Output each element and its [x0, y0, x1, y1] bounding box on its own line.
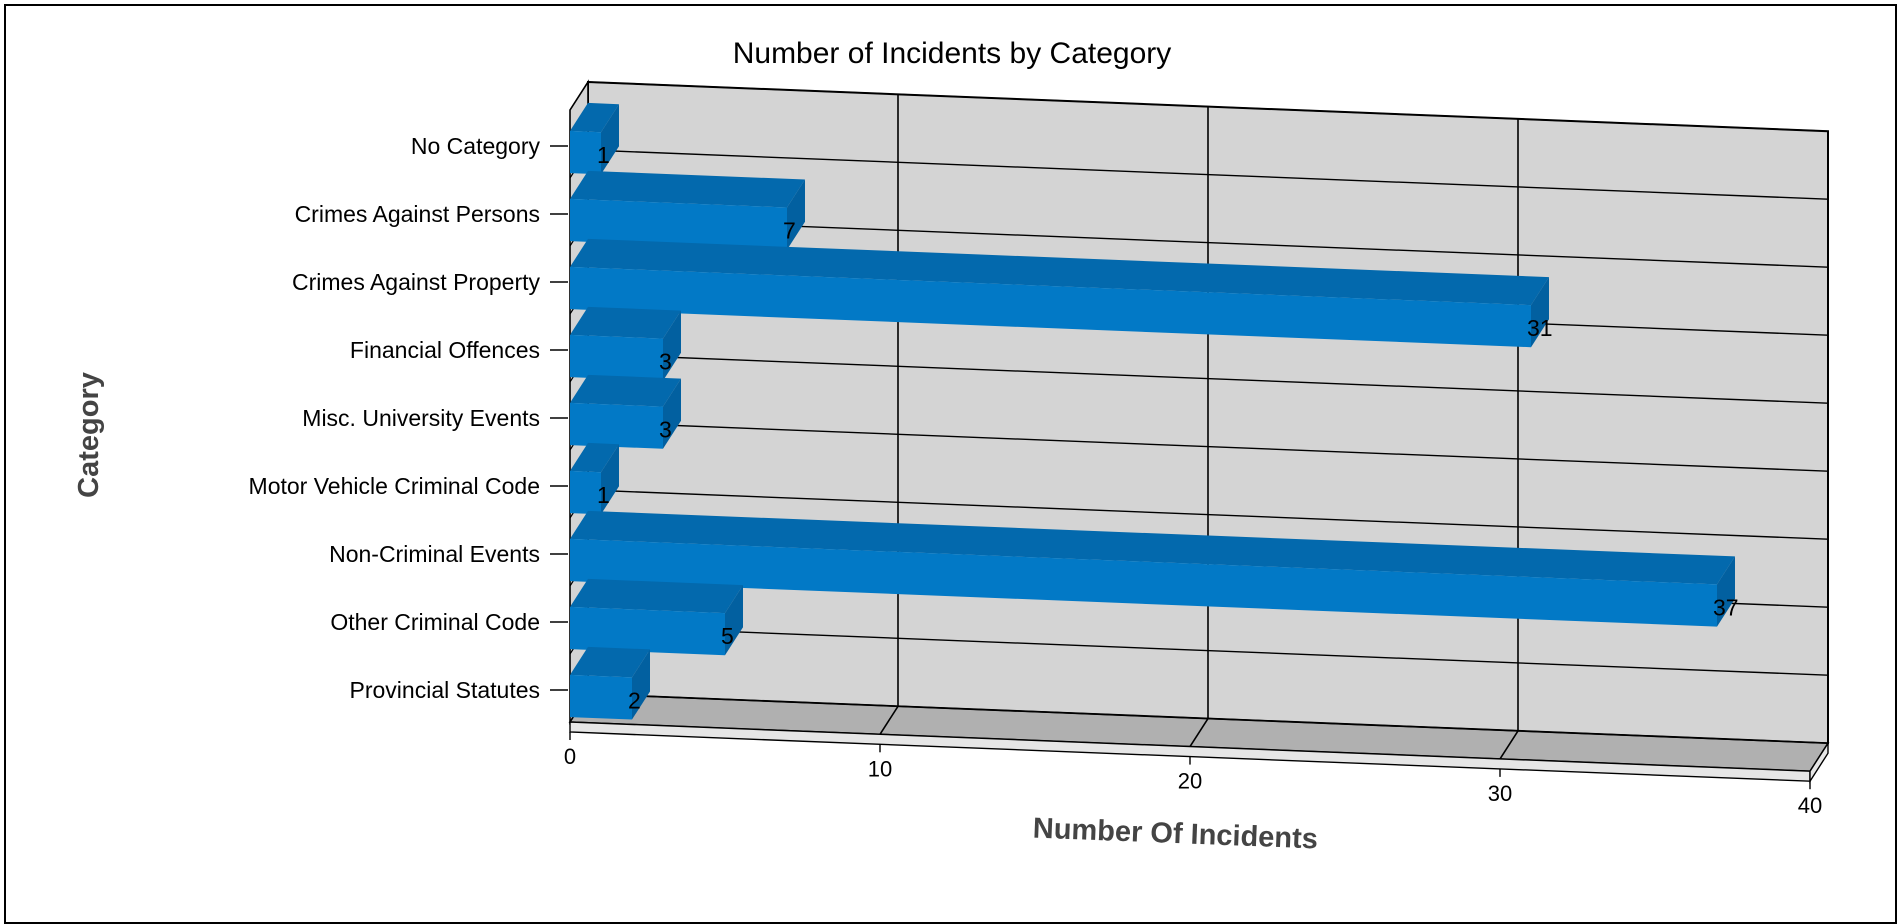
chart-labels: 0 10 20 30 40 1 No Category 7 Crimes Against Per… [249, 133, 1823, 818]
bar-side-face [601, 104, 619, 175]
bar-top-face [570, 374, 681, 407]
bar-value-label: 1 [597, 142, 610, 168]
category-label: Motor Vehicle Criminal Code [249, 473, 540, 499]
bar-side-face [663, 378, 681, 449]
bar-value-label: 37 [1713, 595, 1739, 621]
y-axis-title: Category [73, 372, 105, 498]
bar-side-face [632, 649, 650, 720]
bar [570, 606, 725, 656]
x-tick-label: 20 [1178, 769, 1202, 794]
grid-horizontal-line [587, 421, 1829, 472]
category-label: Non-Criminal Events [329, 541, 540, 567]
bar [570, 538, 1717, 627]
bar-side-face [601, 444, 619, 515]
bar [570, 130, 601, 175]
left-wall-line [569, 81, 589, 111]
bar-top-face [570, 306, 681, 339]
bar [570, 266, 1531, 348]
bar-top-face [570, 442, 619, 473]
x-tick-label: 40 [1798, 793, 1822, 818]
bar-value-label: 3 [659, 417, 672, 443]
bar [570, 674, 632, 720]
chart-title: Number of Incidents by Category [733, 37, 1172, 70]
bar-side-face [1717, 556, 1735, 627]
category-label: No Category [411, 133, 541, 159]
bar-value-label: 3 [659, 349, 672, 375]
category-label: Financial Offences [350, 337, 540, 363]
x-tick-label: 0 [564, 744, 576, 769]
grid-horizontal-line [587, 693, 1829, 744]
grid-horizontal-line [587, 625, 1829, 676]
bar-side-face [725, 585, 743, 656]
x-tick-label: 10 [868, 756, 892, 781]
floor-grid-line [1189, 718, 1209, 748]
bar-value-label: 7 [783, 218, 796, 244]
bar [570, 334, 663, 381]
x-tick-label: 30 [1488, 781, 1512, 806]
floor-grid-line [879, 705, 899, 735]
bar-side-face [1531, 277, 1549, 348]
bar-top-face [570, 578, 743, 614]
bar-top-face [570, 510, 1735, 585]
bar-top-face [570, 102, 619, 133]
category-label: Provincial Statutes [350, 677, 540, 703]
bar-value-label: 1 [597, 482, 610, 508]
grid-horizontal-line [587, 489, 1829, 540]
bar-value-label: 5 [721, 623, 734, 649]
category-label: Misc. University Events [302, 405, 540, 431]
bar [570, 470, 601, 515]
grid-horizontal-line [587, 149, 1829, 200]
category-label: Crimes Against Persons [295, 201, 540, 227]
grid-horizontal-line [587, 81, 1829, 132]
bar-side-face [787, 179, 805, 250]
bar [570, 198, 787, 250]
x-axis-title: Number Of Incidents [1032, 813, 1318, 856]
bar-top-face [570, 238, 1549, 306]
bar-value-label: 2 [628, 688, 641, 714]
category-label: Crimes Against Property [292, 269, 540, 295]
bar-side-face [663, 310, 681, 381]
bar-top-face [570, 170, 805, 208]
floor-grid-line [1499, 730, 1519, 760]
chart-floor-side [1809, 740, 1829, 784]
grid-horizontal-line [587, 353, 1829, 404]
chart-bars [570, 102, 1735, 720]
category-label: Other Criminal Code [330, 609, 540, 635]
bar-value-label: 31 [1527, 315, 1553, 341]
bar-top-face [570, 646, 650, 678]
bar [570, 402, 663, 449]
